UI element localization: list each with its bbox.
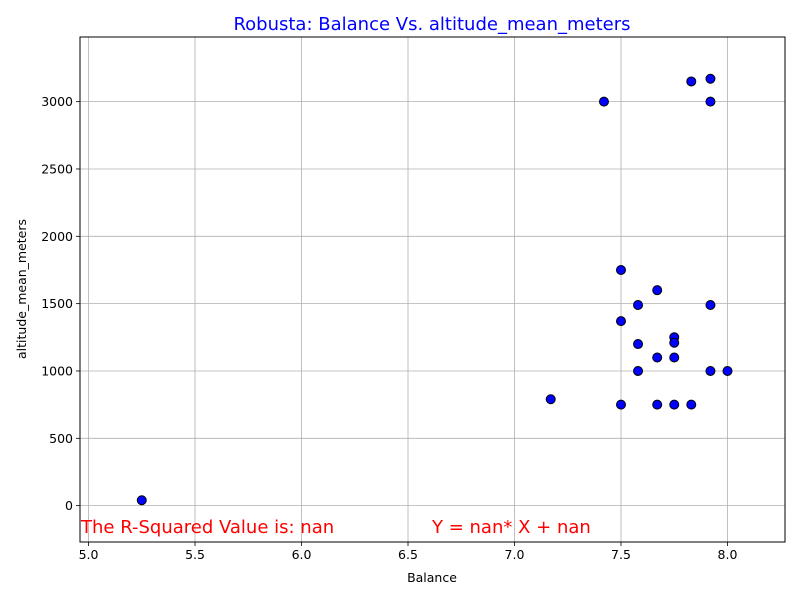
scatter-point bbox=[615, 399, 626, 410]
y-tick-label: 1000 bbox=[41, 363, 73, 378]
scatter-point bbox=[686, 399, 697, 410]
scatter-point bbox=[705, 96, 716, 107]
grid-lines bbox=[80, 37, 785, 542]
y-tick-label: 0 bbox=[65, 498, 73, 513]
x-tick-label: 5.5 bbox=[185, 547, 205, 562]
chart-title: Robusta: Balance Vs. altitude_mean_meter… bbox=[233, 14, 630, 35]
scatter-point bbox=[652, 285, 663, 296]
scatter-point bbox=[669, 352, 680, 363]
x-tick-label: 7.5 bbox=[611, 547, 631, 562]
scatter-point bbox=[136, 495, 147, 506]
y-tick-label: 2500 bbox=[41, 161, 73, 176]
scatter-point bbox=[633, 299, 644, 310]
scatter-point bbox=[598, 96, 609, 107]
scatter-point bbox=[652, 352, 663, 363]
scatter-point bbox=[705, 299, 716, 310]
scatter-point bbox=[686, 76, 697, 87]
x-tick-label: 7.0 bbox=[505, 547, 525, 562]
r-squared-annotation: The R-Squared Value is: nan bbox=[80, 517, 334, 538]
y-tick-label: 500 bbox=[49, 431, 73, 446]
x-tick-label: 5.0 bbox=[79, 547, 99, 562]
scatter-point bbox=[615, 316, 626, 327]
x-tick-label: 8.0 bbox=[718, 547, 738, 562]
scatter-point bbox=[705, 73, 716, 84]
scatter-point bbox=[722, 365, 733, 376]
y-tick-label: 2000 bbox=[41, 229, 73, 244]
y-tick-label: 3000 bbox=[41, 94, 73, 109]
regression-equation-annotation: Y = nan* X + nan bbox=[431, 517, 591, 538]
scatter-point bbox=[705, 365, 716, 376]
x-axis-label: Balance bbox=[407, 570, 457, 585]
scatter-point bbox=[652, 399, 663, 410]
scatter-point bbox=[545, 394, 556, 405]
x-axis-ticks: 5.0 5.5 6.0 6.5 7.0 7.5 8.0 bbox=[79, 542, 738, 562]
data-points bbox=[136, 73, 733, 506]
scatter-point bbox=[615, 264, 626, 275]
plot-frame bbox=[79, 36, 786, 543]
scatter-point bbox=[669, 399, 680, 410]
x-tick-label: 6.5 bbox=[398, 547, 418, 562]
y-tick-label: 1500 bbox=[41, 296, 73, 311]
scatter-point bbox=[633, 339, 644, 350]
y-axis-ticks: 0 500 1000 1500 2000 2500 3000 bbox=[41, 94, 80, 513]
y-axis-label: altitude_mean_meters bbox=[14, 219, 29, 359]
scatter-point bbox=[633, 365, 644, 376]
scatter-point bbox=[669, 337, 680, 348]
x-tick-label: 6.0 bbox=[292, 547, 312, 562]
